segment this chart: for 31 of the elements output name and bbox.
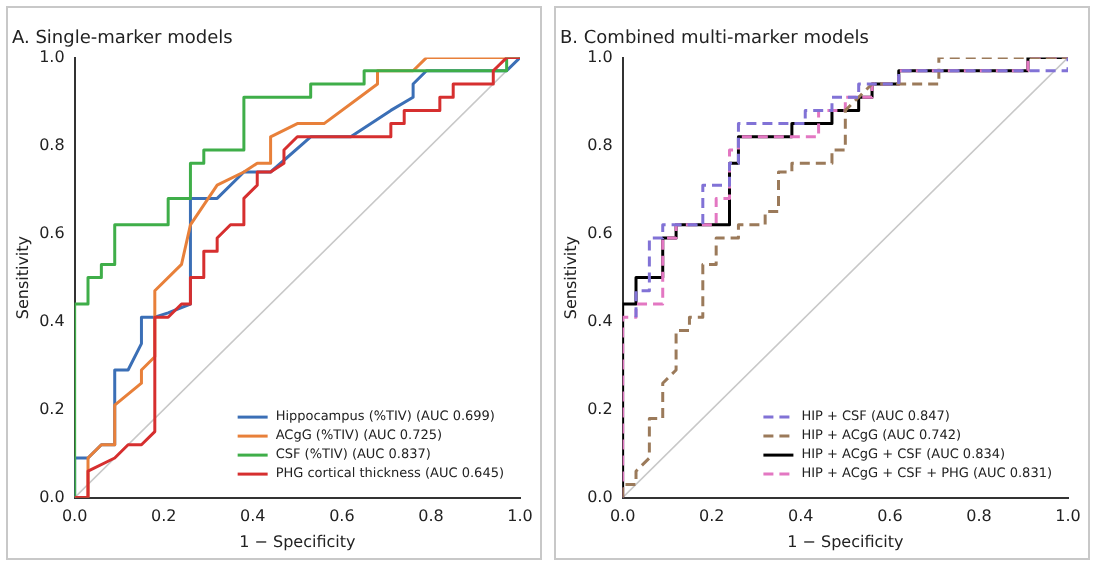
y-tick-label: 0.0 bbox=[587, 487, 613, 506]
chart-title: A. Single-marker models bbox=[12, 29, 234, 50]
x-tick-label: 0.4 bbox=[240, 507, 266, 526]
x-tick-label: 0.6 bbox=[329, 507, 355, 526]
y-axis-title: Sensitivity bbox=[13, 235, 32, 320]
x-tick-label: 1.0 bbox=[507, 507, 533, 526]
x-tick-label: 0.0 bbox=[61, 507, 88, 526]
chart-title: B. Combined multi-marker models bbox=[560, 29, 870, 50]
y-tick-label: 0.6 bbox=[39, 223, 65, 242]
y-tick-label: 0.2 bbox=[39, 399, 65, 418]
x-axis-title: 1 − Specificity bbox=[787, 532, 904, 551]
y-tick-label: 0.6 bbox=[587, 223, 613, 242]
x-tick-label: 1.0 bbox=[1055, 507, 1081, 526]
line-series bbox=[634, 57, 1068, 319]
x-axis-title: 1 − Specificity bbox=[239, 532, 356, 551]
y-tick-label: 0.2 bbox=[587, 399, 613, 418]
y-tick-label: 0.4 bbox=[587, 311, 613, 330]
y-tick-label: 1.0 bbox=[587, 47, 613, 66]
x-tick-label: 0.0 bbox=[609, 507, 636, 526]
x-tick-label: 0.8 bbox=[418, 507, 444, 526]
x-tick-label: 0.6 bbox=[877, 507, 903, 526]
y-tick-label: 1.0 bbox=[39, 47, 65, 66]
x-tick-label: 0.8 bbox=[966, 507, 992, 526]
y-tick-label: 0.0 bbox=[39, 487, 65, 506]
y-tick-label: 0.4 bbox=[39, 311, 65, 330]
y-tick-label: 0.8 bbox=[587, 135, 613, 154]
x-tick-label: 0.4 bbox=[788, 507, 814, 526]
x-tick-label: 0.2 bbox=[150, 507, 177, 526]
y-tick-label: 0.8 bbox=[39, 135, 65, 154]
x-tick-label: 0.2 bbox=[698, 507, 725, 526]
y-axis-title: Sensitivity bbox=[561, 235, 580, 320]
